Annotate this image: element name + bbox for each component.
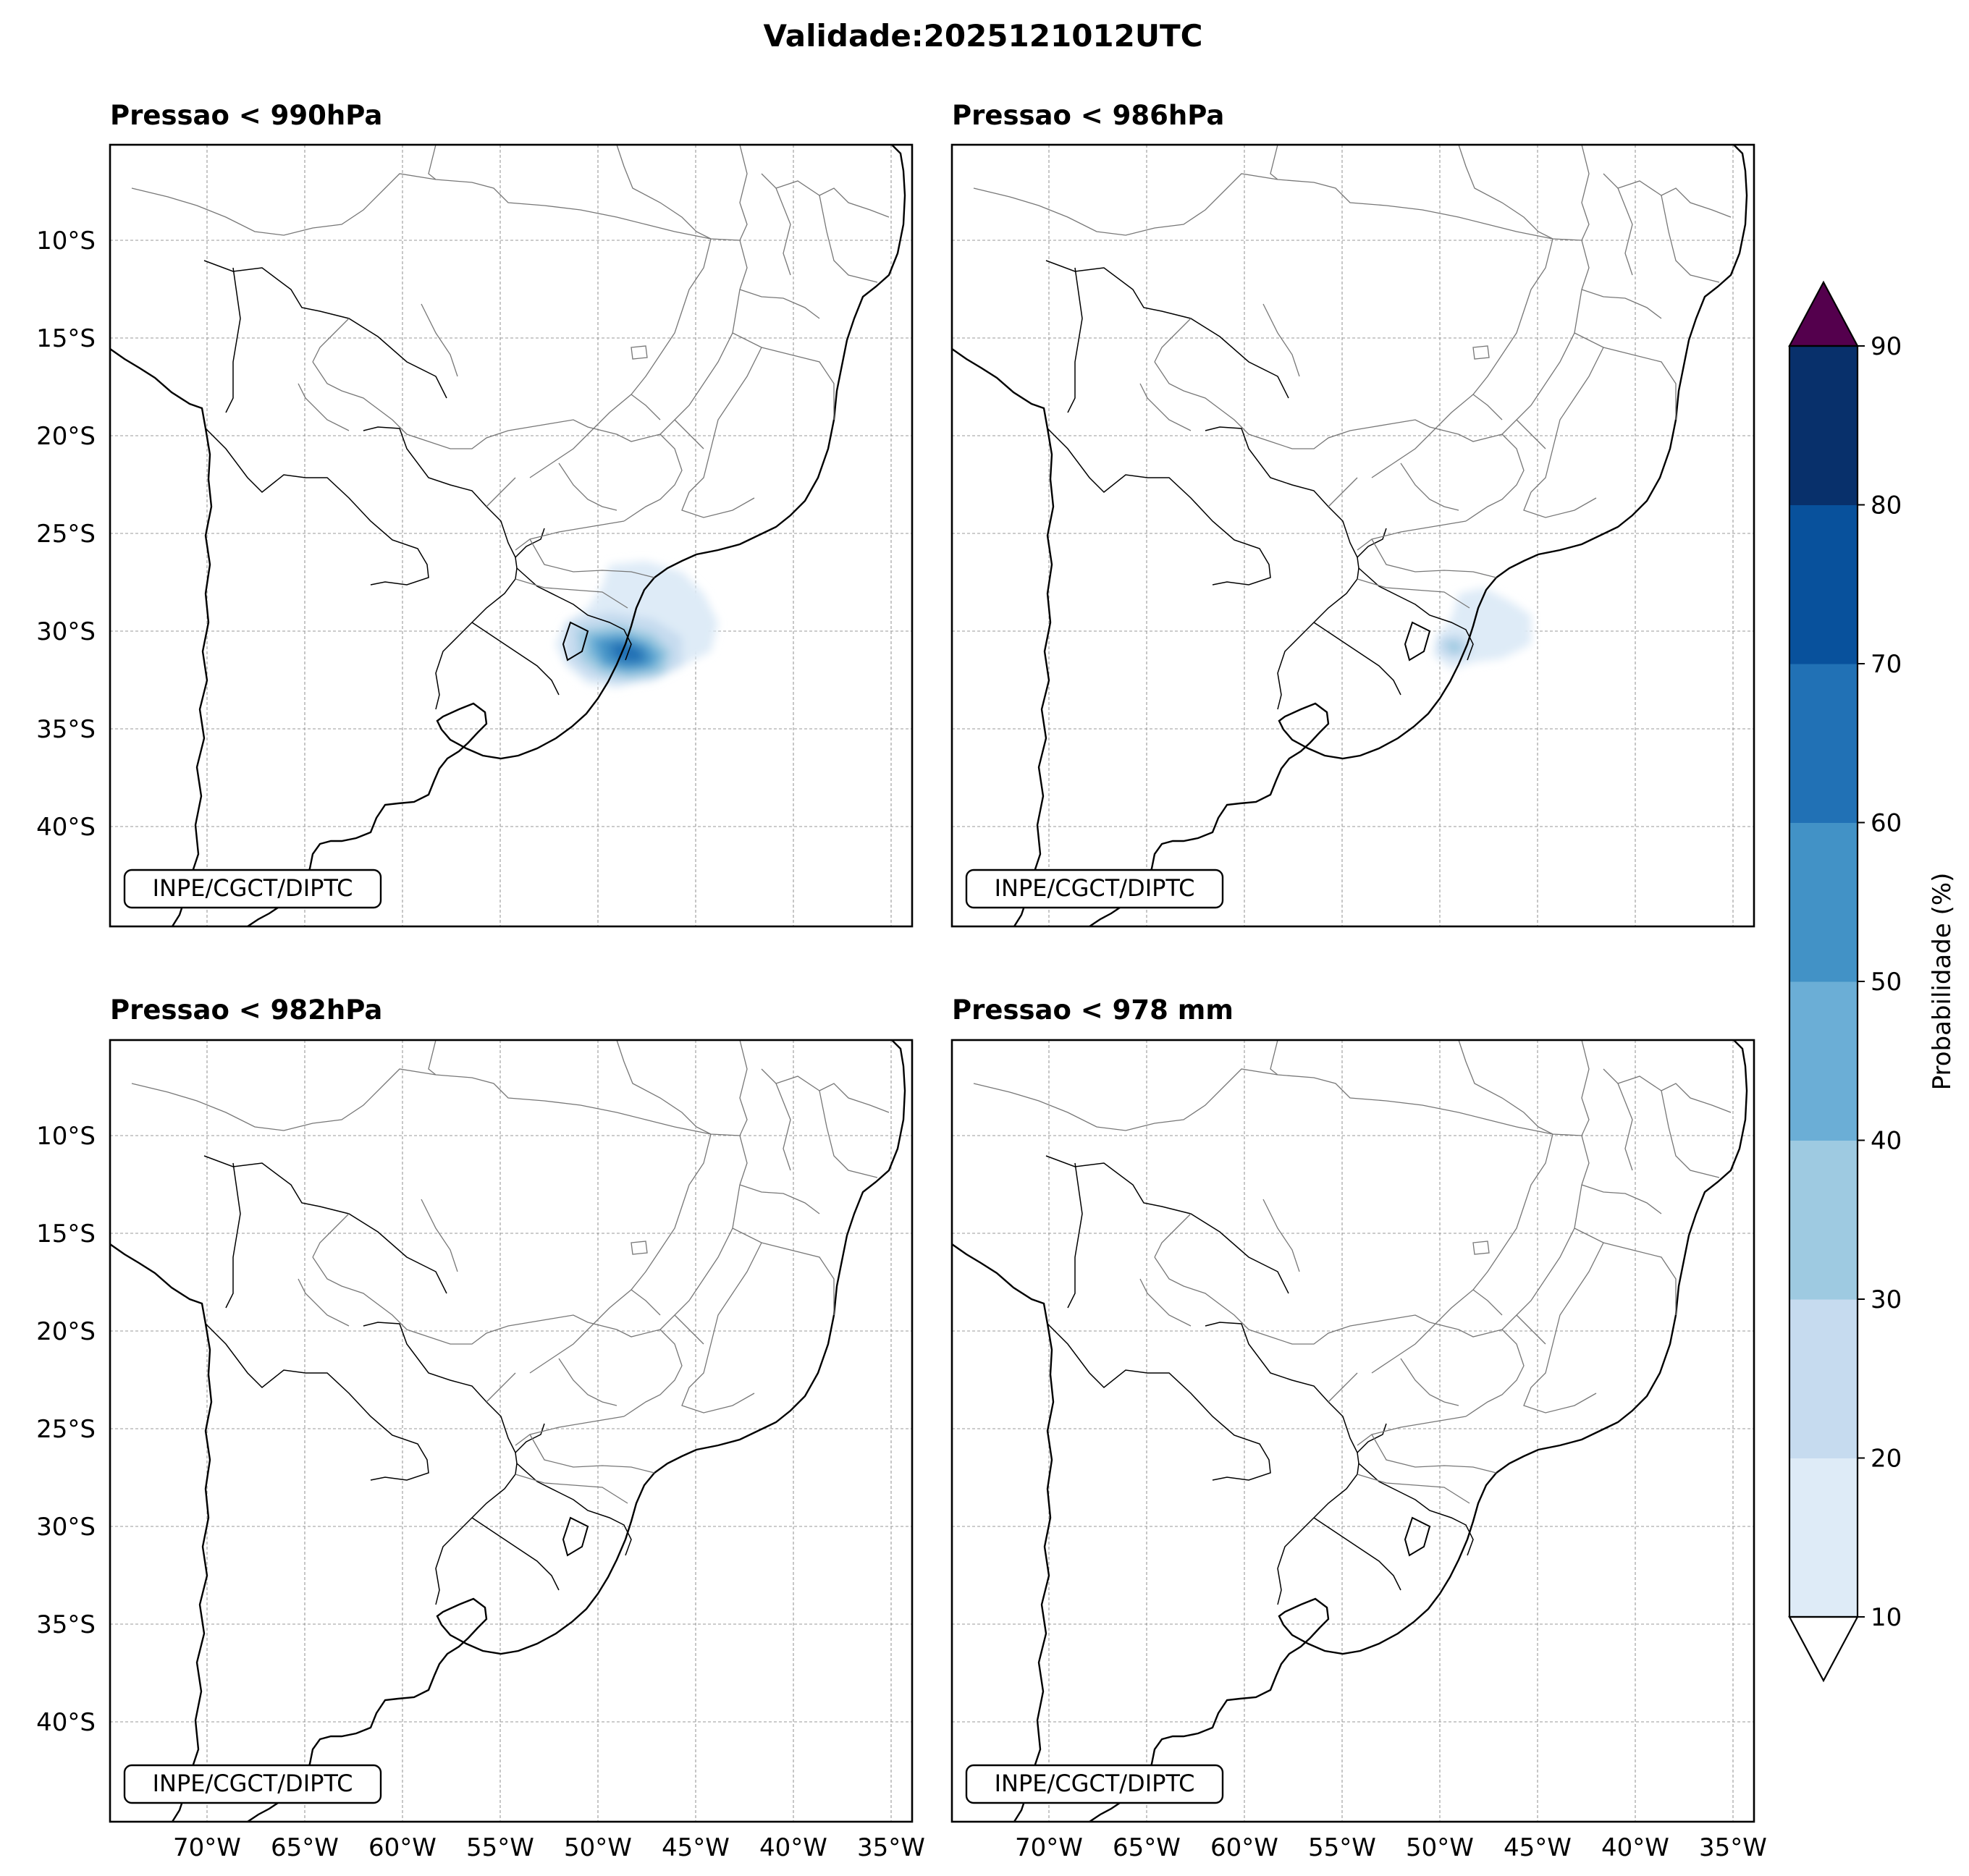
lon-label: 55°W bbox=[1308, 1833, 1376, 1862]
panel-4-credit: INPE/CGCT/DIPTC bbox=[965, 1764, 1224, 1804]
colorbar-tick-label: 80 bbox=[1871, 491, 1902, 520]
panel-3-credit: INPE/CGCT/DIPTC bbox=[123, 1764, 382, 1804]
colorbar-tick-label: 30 bbox=[1871, 1285, 1902, 1314]
panel-1-probability-field bbox=[555, 561, 718, 688]
colorbar-band bbox=[1789, 504, 1858, 664]
lon-label: 65°W bbox=[271, 1833, 339, 1862]
lat-label: 10°S bbox=[36, 227, 96, 255]
latitude-labels: 10°S 15°S 20°S 25°S 30°S 35°S 40°S 10°S 15°S 20°S… bbox=[36, 227, 96, 1737]
colorbar-over-triangle bbox=[1788, 280, 1859, 347]
lat-label: 30°S bbox=[36, 617, 96, 646]
panel-4: Pressao < 978 mm INPE/CGCT/DIPTC bbox=[950, 994, 1755, 1823]
lat-label: 35°S bbox=[36, 1610, 96, 1639]
lon-label: 70°W bbox=[1015, 1833, 1083, 1862]
lon-label: 45°W bbox=[662, 1833, 730, 1862]
colorbar-tick-label: 70 bbox=[1871, 650, 1902, 679]
panel-2-credit: INPE/CGCT/DIPTC bbox=[965, 869, 1224, 909]
lon-label: 60°W bbox=[368, 1833, 437, 1862]
lat-label: 40°S bbox=[36, 813, 96, 842]
colorbar-tick-label: 90 bbox=[1871, 332, 1902, 361]
colorbar-band bbox=[1789, 822, 1858, 982]
colorbar-label: Probabilidade (%) bbox=[1928, 873, 1957, 1091]
colorbar-band bbox=[1789, 1140, 1858, 1300]
colorbar-tick-label: 40 bbox=[1871, 1127, 1902, 1156]
colorbar-band bbox=[1789, 981, 1858, 1141]
panel-1-credit-text: INPE/CGCT/DIPTC bbox=[153, 874, 353, 902]
lon-label: 60°W bbox=[1210, 1833, 1278, 1862]
panel-3: Pressao < 982hPa INPE/CGCT/DIPTC bbox=[109, 994, 914, 1823]
panel-1-credit: INPE/CGCT/DIPTC bbox=[123, 869, 382, 909]
lat-label: 25°S bbox=[36, 1415, 96, 1444]
lon-label: 50°W bbox=[564, 1833, 632, 1862]
lon-label: 40°W bbox=[1601, 1833, 1669, 1862]
panel-3-credit-text: INPE/CGCT/DIPTC bbox=[153, 1770, 353, 1797]
panel-2: Pressao < 986hPa INPE/CGCT/DIPTC bbox=[950, 100, 1755, 928]
colorbar-tick-label: 10 bbox=[1871, 1603, 1902, 1632]
colorbar-tick-label: 50 bbox=[1871, 968, 1902, 997]
lat-label: 15°S bbox=[36, 1220, 96, 1248]
lon-label: 35°W bbox=[1699, 1833, 1767, 1862]
lat-label: 25°S bbox=[36, 520, 96, 549]
lon-label: 65°W bbox=[1113, 1833, 1181, 1862]
lon-label: 55°W bbox=[466, 1833, 534, 1862]
lat-label: 30°S bbox=[36, 1513, 96, 1542]
lat-label: 40°S bbox=[36, 1708, 96, 1737]
lat-label: 15°S bbox=[36, 324, 96, 353]
lon-label: 45°W bbox=[1504, 1833, 1572, 1862]
lon-label: 50°W bbox=[1406, 1833, 1474, 1862]
colorbar-band bbox=[1789, 1458, 1858, 1618]
lat-label: 35°S bbox=[36, 715, 96, 744]
panel-2-title: Pressao < 986hPa bbox=[952, 100, 1224, 131]
figure-title: Validade:2025121012UTC bbox=[764, 18, 1203, 54]
colorbar-under-triangle bbox=[1788, 1615, 1859, 1683]
colorbar-band bbox=[1789, 664, 1858, 823]
colorbar-tick-label: 20 bbox=[1871, 1445, 1902, 1474]
colorbar-tick-label: 60 bbox=[1871, 809, 1902, 838]
panel-4-title: Pressao < 978 mm bbox=[952, 994, 1234, 1026]
colorbar-ticks: 10 20 30 40 50 60 70 80 90 bbox=[1858, 332, 1902, 1632]
panel-2-credit-text: INPE/CGCT/DIPTC bbox=[995, 874, 1195, 902]
lat-label: 20°S bbox=[36, 1317, 96, 1346]
panel-1-title: Pressao < 990hPa bbox=[110, 100, 382, 131]
lon-label: 70°W bbox=[173, 1833, 241, 1862]
colorbar-band bbox=[1789, 1299, 1858, 1458]
lon-label: 40°W bbox=[759, 1833, 827, 1862]
panel-4-credit-text: INPE/CGCT/DIPTC bbox=[995, 1770, 1195, 1797]
colorbar-band bbox=[1789, 346, 1858, 505]
panel-3-title: Pressao < 982hPa bbox=[110, 994, 382, 1026]
lon-label: 35°W bbox=[857, 1833, 925, 1862]
lat-label: 10°S bbox=[36, 1122, 96, 1151]
lat-label: 20°S bbox=[36, 422, 96, 451]
colorbar: 10 20 30 40 50 60 70 80 90 Probabilidade (%) bbox=[1788, 280, 1957, 1683]
longitude-labels: 70°W 65°W 60°W 55°W 50°W 45°W 40°W 35°W 70°W 65°W… bbox=[173, 1833, 1767, 1862]
colorbar-bands bbox=[1789, 346, 1858, 1618]
panel-1: Pressao < 990hPa INPE/CGCT/DIPTC bbox=[109, 100, 914, 928]
